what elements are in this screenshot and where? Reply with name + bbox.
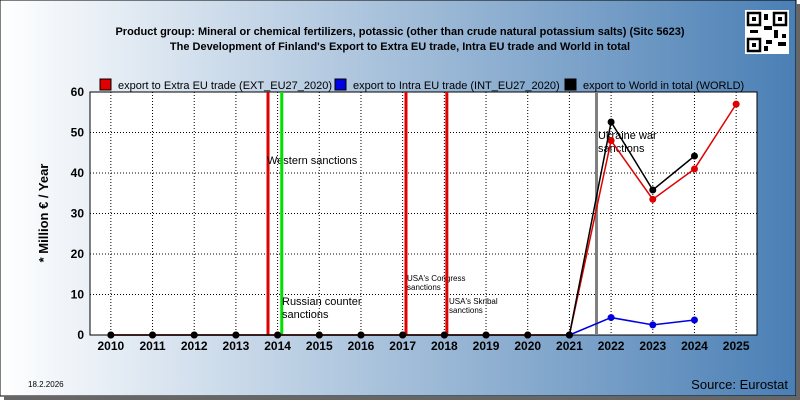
series-line <box>569 316 695 336</box>
data-point <box>440 331 448 339</box>
x-tick-label: 2017 <box>389 339 416 353</box>
data-point <box>607 137 615 145</box>
data-point <box>649 195 657 203</box>
x-tick-label: 2019 <box>473 339 500 353</box>
event-label: Russian counter sanctions <box>282 296 362 321</box>
shadow <box>796 4 800 400</box>
data-point <box>232 331 240 339</box>
x-tick-label: 2012 <box>181 339 208 353</box>
x-tick-label: 2010 <box>97 339 124 353</box>
date: 18.2.2026 <box>28 380 64 389</box>
event-label-box: Russian counter sanctions <box>282 296 362 321</box>
legend-label: export to World in total (WORLD) <box>583 80 744 92</box>
x-tick-label: 2022 <box>598 339 625 353</box>
y-tick-label: 0 <box>77 328 84 342</box>
data-point <box>190 331 198 339</box>
chart-title: Product group: Mineral or chemical ferti… <box>115 26 684 38</box>
y-tick-label: 30 <box>71 207 85 221</box>
legend-label: export to Intra EU trade (INT_EU27_2020) <box>353 80 560 92</box>
x-tick-label: 2016 <box>348 339 375 353</box>
data-point <box>315 331 323 339</box>
x-tick-label: 2014 <box>264 339 291 353</box>
data-point <box>482 331 490 339</box>
event-label-box: Ukraine war sanctions <box>598 130 657 155</box>
data-point <box>690 152 698 160</box>
data-point <box>274 331 282 339</box>
y-axis-label: * Million € / Year <box>36 164 51 263</box>
y-tick-label: 10 <box>71 288 85 302</box>
data-point <box>149 331 157 339</box>
legend-swatch <box>99 78 112 91</box>
x-tick-label: 2011 <box>140 339 166 353</box>
y-tick-label: 20 <box>71 247 85 261</box>
data-point <box>607 314 615 322</box>
x-tick-label: 2023 <box>639 339 666 353</box>
event-label: USA's Skribal sanctions <box>449 297 498 316</box>
x-tick-label: 2020 <box>514 339 541 353</box>
x-tick-label: 2025 <box>723 339 750 353</box>
event-label: USA's Congress sanctions <box>407 274 466 293</box>
x-tick-label: 2024 <box>681 339 708 353</box>
data-point <box>107 331 115 339</box>
legend-swatch <box>334 78 347 91</box>
chart-subtitle: The Development of Finland's Export to E… <box>170 41 630 53</box>
event-label-box: USA's Skribal sanctions <box>449 297 498 316</box>
data-point <box>607 118 615 126</box>
data-point <box>524 331 532 339</box>
x-tick-label: 2013 <box>223 339 250 353</box>
legend-swatch <box>564 78 577 91</box>
data-point <box>399 331 407 339</box>
x-tick-label: 2015 <box>306 339 333 353</box>
data-point <box>732 100 740 108</box>
data-point <box>565 331 573 339</box>
data-point <box>649 186 657 194</box>
event-label-box: Western sanctions <box>267 155 358 167</box>
x-tick-label: 2018 <box>431 339 458 353</box>
y-tick-label: 60 <box>71 85 85 99</box>
y-tick-label: 40 <box>71 166 85 180</box>
x-tick-label: 2021 <box>556 339 583 353</box>
data-point <box>649 321 657 329</box>
data-point <box>690 316 698 324</box>
event-label: Western sanctions <box>267 155 358 167</box>
data-point <box>357 331 365 339</box>
qr-code <box>745 10 789 54</box>
legend-label: export to Extra EU trade (EXT_EU27_2020) <box>118 80 332 92</box>
event-label-box: USA's Congress sanctions <box>407 274 466 293</box>
data-point <box>690 165 698 173</box>
source: Source: Eurostat <box>691 377 788 392</box>
shadow <box>4 396 800 400</box>
y-tick-label: 50 <box>71 126 85 140</box>
